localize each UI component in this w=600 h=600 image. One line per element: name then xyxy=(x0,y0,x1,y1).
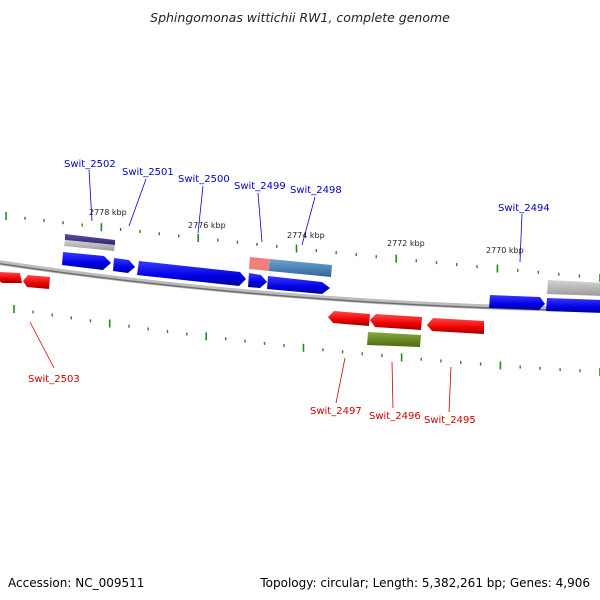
label-swit-2499[interactable]: Swit_2499 xyxy=(234,181,286,192)
feature-swit-2502-extra xyxy=(64,234,115,251)
kbp-label: 2772 kbp xyxy=(387,239,425,248)
reverse-labels: Swit_2503 Swit_2497 Swit_2496 Swit_2495 xyxy=(28,321,476,426)
label-swit-2494[interactable]: Swit_2494 xyxy=(498,203,550,214)
gene-swit-2503[interactable] xyxy=(23,275,50,289)
kbp-label: 2774 kbp xyxy=(287,231,325,240)
label-swit-2498[interactable]: Swit_2498 xyxy=(290,185,342,196)
gene-swit-2498[interactable] xyxy=(267,276,330,294)
map-title: Sphingomonas wittichii RW1, complete gen… xyxy=(150,10,450,25)
gene-swit-2499[interactable] xyxy=(248,273,267,288)
kbp-label: 2770 kbp xyxy=(486,246,524,255)
label-swit-2503[interactable]: Swit_2503 xyxy=(28,374,80,385)
label-swit-2501[interactable]: Swit_2501 xyxy=(122,167,174,178)
kbp-label: 2776 kbp xyxy=(188,221,226,230)
genome-stats-text: Topology: circular; Length: 5,382,261 bp… xyxy=(260,576,590,590)
label-swit-2497[interactable]: Swit_2497 xyxy=(310,406,362,417)
gene-swit-2495[interactable] xyxy=(427,318,484,334)
gene-swit-2503-left[interactable] xyxy=(0,272,22,283)
accession-text: Accession: NC_009511 xyxy=(8,576,145,590)
gene-swit-2502[interactable] xyxy=(62,252,111,270)
feature-swit-2494-extra xyxy=(547,280,600,296)
gene-swit-2501[interactable] xyxy=(113,258,135,273)
kbp-label: 2778 kbp xyxy=(89,208,127,217)
label-swit-2496[interactable]: Swit_2496 xyxy=(369,411,421,422)
feature-swit-2496-extra xyxy=(367,332,421,347)
outer-tick-track xyxy=(5,212,600,282)
forward-gene-track xyxy=(62,252,600,313)
gene-swit-2500[interactable] xyxy=(137,261,246,286)
gene-swit-2494-next[interactable] xyxy=(546,298,600,313)
label-swit-2502[interactable]: Swit_2502 xyxy=(64,159,116,170)
kbp-scale: 2778 kbp 2776 kbp 2774 kbp 2772 kbp 2770… xyxy=(89,208,524,255)
gene-swit-2497[interactable] xyxy=(328,311,370,326)
gene-swit-2496[interactable] xyxy=(370,314,422,330)
reverse-gene-track xyxy=(0,272,484,347)
feature-swit-2499-extra xyxy=(249,257,332,277)
forward-labels: Swit_2502 Swit_2501 Swit_2500 Swit_2499 … xyxy=(64,159,550,263)
inner-tick-track xyxy=(13,305,600,376)
gene-swit-2494[interactable] xyxy=(489,295,545,310)
label-swit-2500[interactable]: Swit_2500 xyxy=(178,174,230,185)
label-swit-2495[interactable]: Swit_2495 xyxy=(424,415,476,426)
